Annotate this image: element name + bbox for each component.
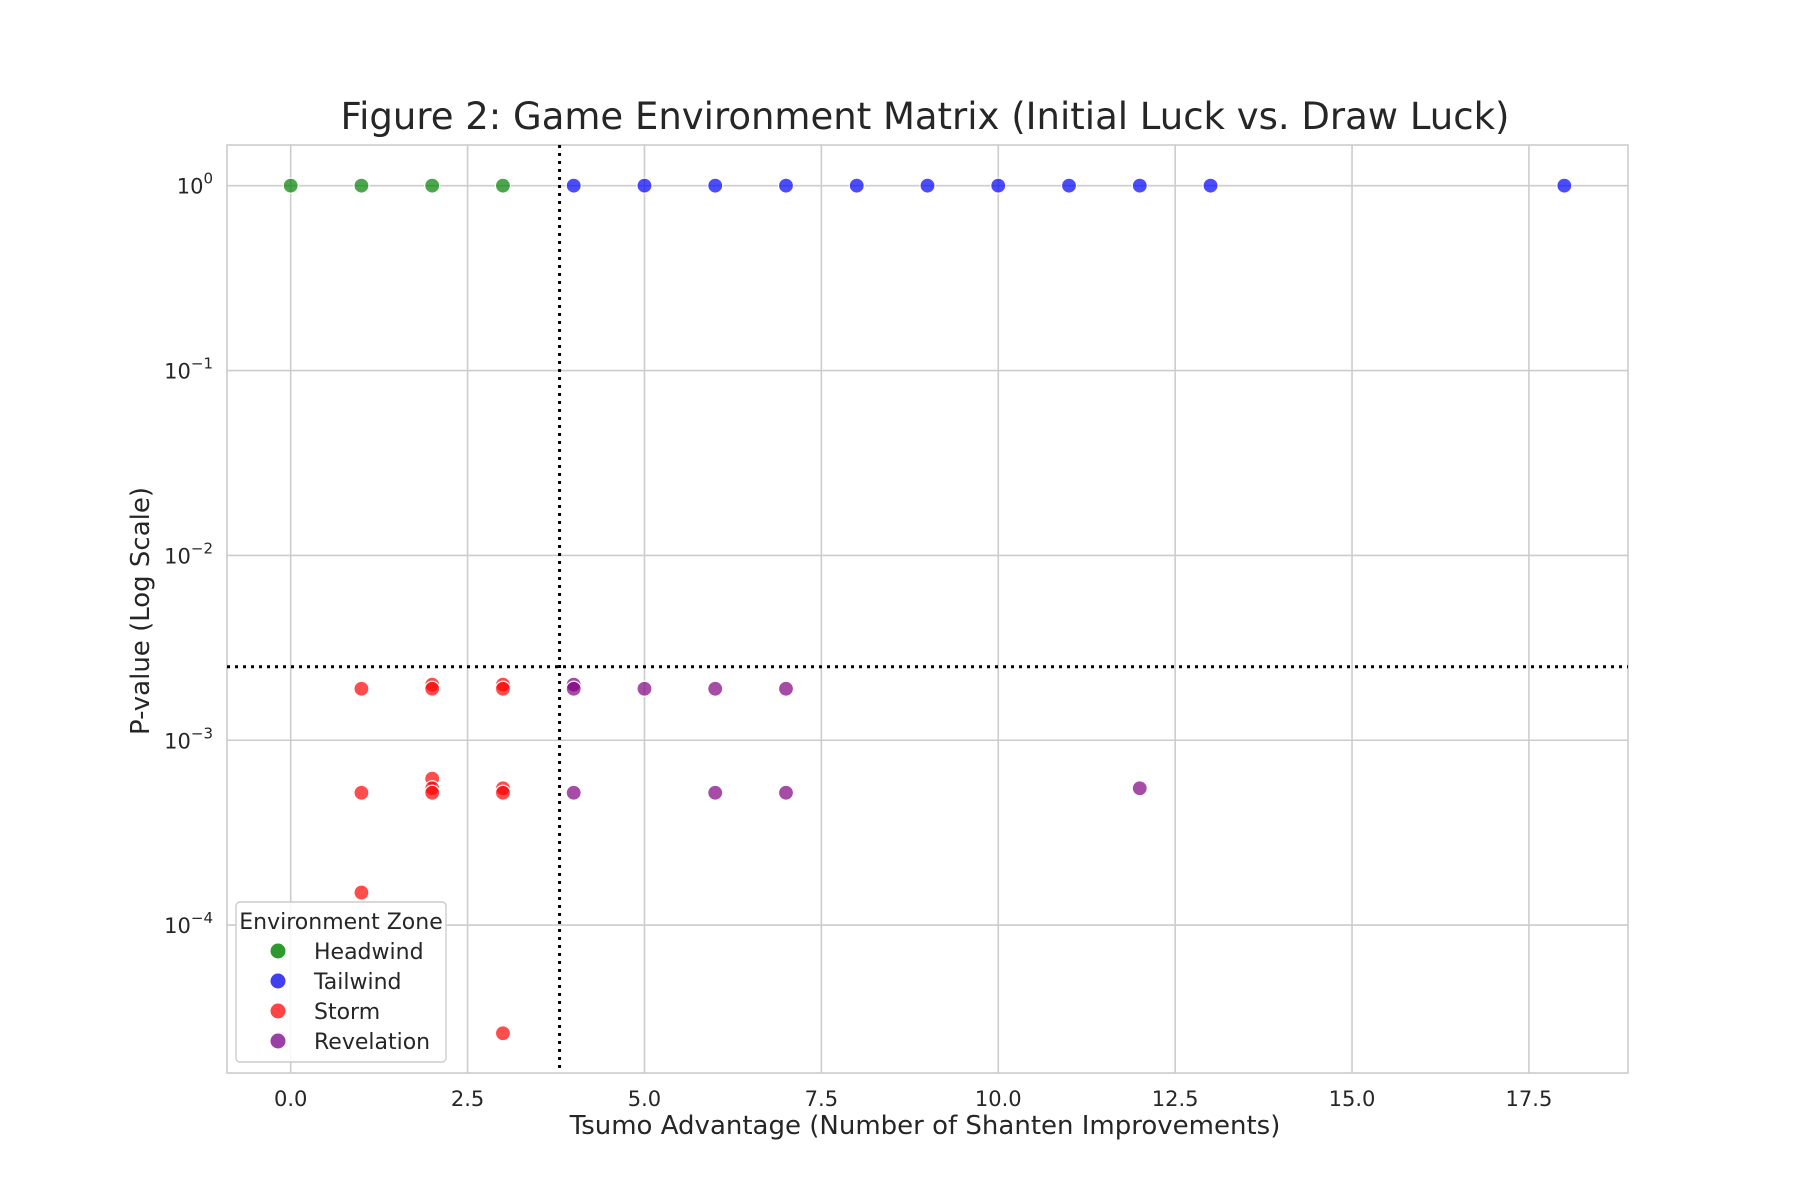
point-revelation — [707, 784, 724, 801]
point-storm — [494, 680, 512, 697]
point-tailwind — [707, 177, 724, 194]
point-revelation — [777, 784, 795, 801]
chart-title: Figure 2: Game Environment Matrix (Initi… — [341, 95, 1510, 138]
legend-title: Environment Zone — [239, 910, 442, 935]
point-tailwind — [848, 177, 865, 194]
y-tick-label: 100 — [177, 170, 213, 199]
point-tailwind — [565, 177, 582, 194]
point-tailwind — [1131, 177, 1148, 194]
legend-label-tailwind: Tailwind — [313, 970, 402, 995]
point-headwind — [282, 177, 299, 194]
y-tick-label: 10−3 — [164, 724, 213, 753]
point-storm — [494, 1025, 512, 1042]
y-tick-label: 10−2 — [164, 539, 213, 568]
x-tick-label: 2.5 — [451, 1087, 484, 1111]
point-storm — [353, 784, 370, 801]
legend-entry-revelation: Revelation — [270, 1030, 430, 1055]
point-revelation — [707, 680, 724, 697]
x-axis-label: Tsumo Advantage (Number of Shanten Impro… — [569, 1111, 1281, 1141]
x-tick-label: 5.0 — [628, 1087, 661, 1111]
x-tick-label: 12.5 — [1152, 1087, 1199, 1111]
point-storm — [353, 884, 370, 901]
point-tailwind — [1556, 177, 1573, 194]
legend-entry-storm: Storm — [270, 1000, 380, 1025]
x-tick-label: 17.5 — [1506, 1087, 1553, 1111]
legend-label-revelation: Revelation — [314, 1030, 430, 1055]
point-revelation — [777, 680, 795, 697]
legend-label-storm: Storm — [314, 1000, 380, 1025]
x-tick-label: 10.0 — [975, 1087, 1022, 1111]
point-headwind — [353, 177, 370, 194]
point-revelation — [565, 680, 582, 697]
point-tailwind — [636, 177, 653, 194]
y-tick-label: 10−4 — [164, 909, 213, 938]
x-tick-label: 15.0 — [1329, 1087, 1376, 1111]
point-revelation — [636, 680, 653, 697]
point-tailwind — [919, 177, 936, 194]
point-tailwind — [990, 177, 1007, 194]
legend-label-headwind: Headwind — [314, 940, 424, 965]
point-storm — [494, 784, 512, 801]
point-tailwind — [1202, 177, 1219, 194]
tick-labels: 0.0 2.5 5.0 7.5 10.0 12.5 15.0 17.5 100 10−1 10−2 1… — [164, 170, 1552, 1111]
point-tailwind — [777, 177, 795, 194]
legend-entry-tailwind: Tailwind — [270, 970, 402, 995]
point-revelation — [565, 784, 582, 801]
point-headwind — [494, 177, 512, 194]
plot-area — [226, 144, 1629, 1074]
y-axis-label: P-value (Log Scale) — [126, 487, 156, 735]
legend-marker-headwind — [270, 943, 286, 959]
legend-marker-tailwind — [270, 973, 286, 989]
point-revelation — [1131, 780, 1148, 797]
legend: Environment Zone Headwind Tailwind Storm… — [235, 901, 447, 1063]
data-points — [282, 177, 1573, 1042]
point-headwind — [424, 177, 441, 194]
point-storm — [424, 784, 441, 801]
point-tailwind — [1060, 177, 1078, 194]
y-tick-label: 10−1 — [164, 355, 213, 384]
x-tick-label: 0.0 — [274, 1087, 307, 1111]
legend-box — [235, 901, 447, 1063]
legend-marker-storm — [270, 1003, 286, 1019]
point-storm — [424, 680, 441, 697]
point-storm — [353, 680, 370, 697]
x-tick-label: 7.5 — [805, 1087, 838, 1111]
threshold-lines — [227, 145, 1628, 1073]
legend-entry-headwind: Headwind — [270, 940, 424, 965]
legend-marker-revelation — [270, 1033, 286, 1049]
